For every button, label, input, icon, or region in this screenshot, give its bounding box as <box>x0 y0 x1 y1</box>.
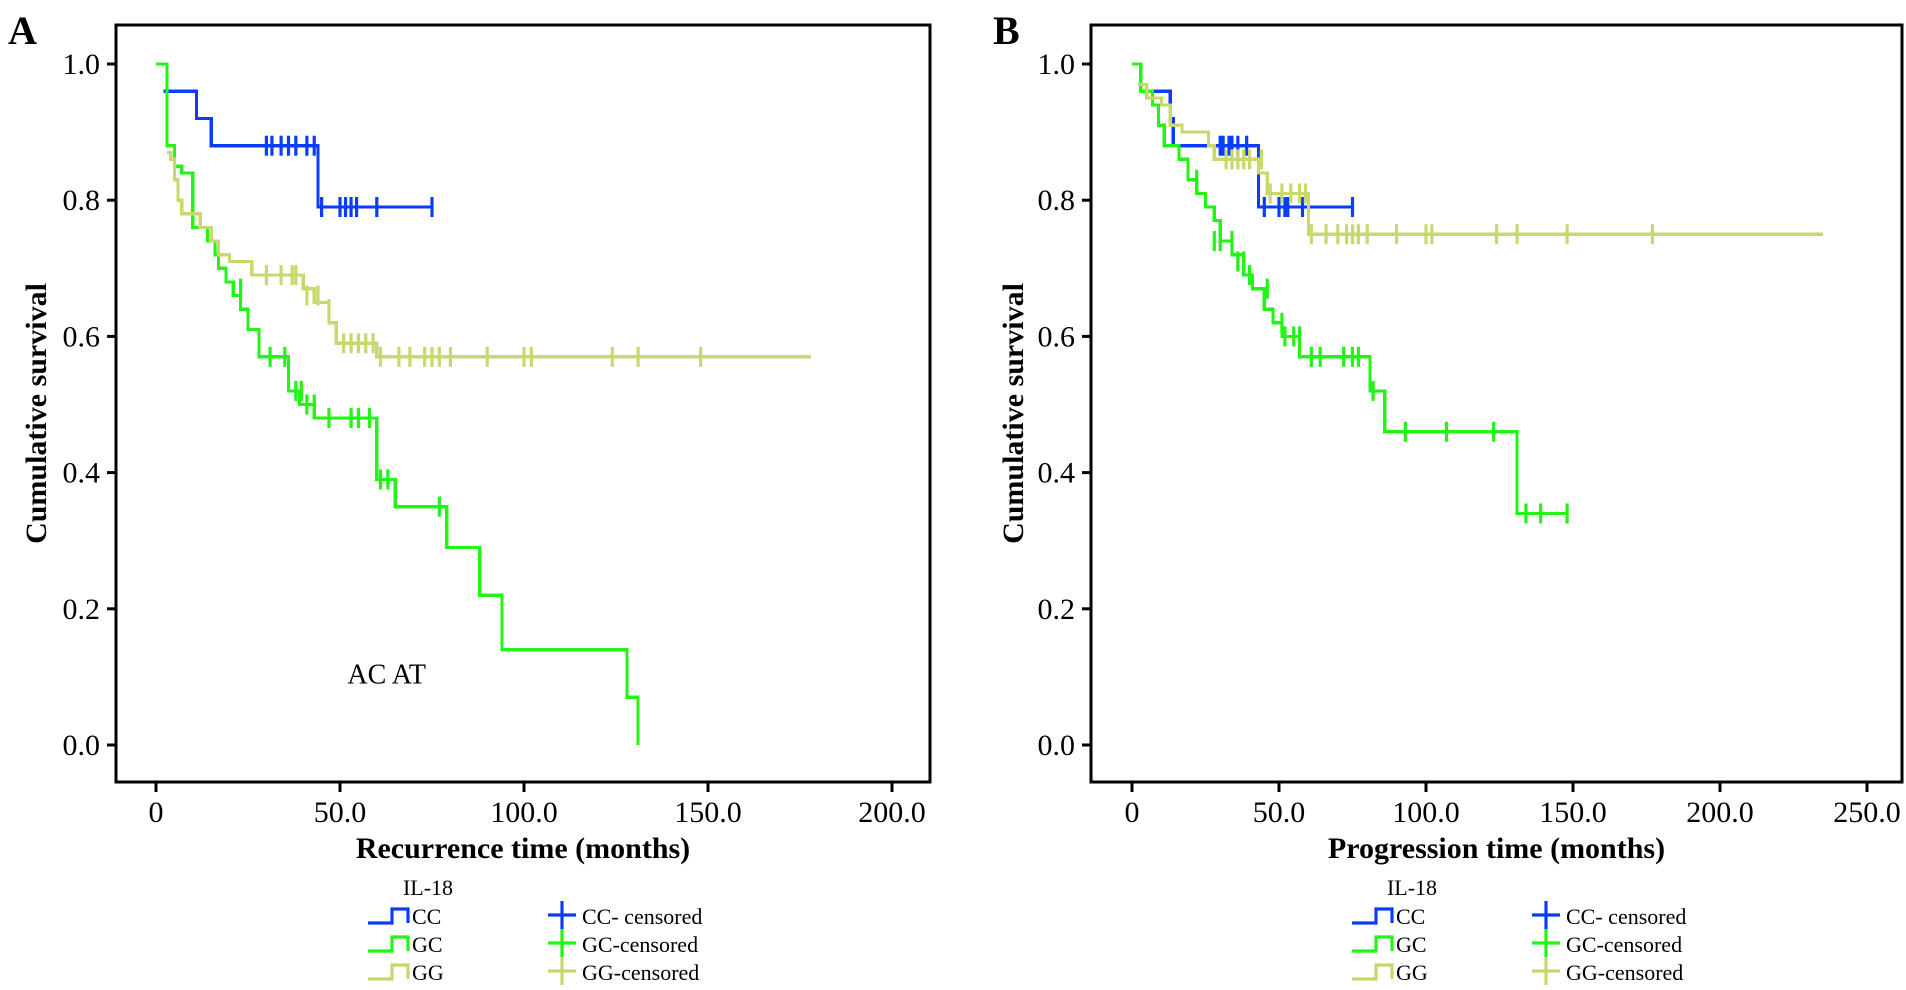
x-tick-label: 50.0 <box>1253 796 1306 829</box>
legend-entry: GC <box>412 932 443 957</box>
panel-b: B 0.0 0.2 0.4 0.6 0.8 1.0 0 50.0 100.0 150.0 200.0 2… <box>993 8 1904 985</box>
survival-curve-gg <box>1137 82 1823 236</box>
legend-entry: CC- censored <box>1566 904 1686 929</box>
legend-entry: GG <box>1396 960 1428 985</box>
legend-entry: CC- censored <box>582 904 702 929</box>
x-tick-label: 200.0 <box>858 796 926 829</box>
y-tick-label: 0.0 <box>1038 729 1076 762</box>
x-tick-label: 0 <box>149 796 164 829</box>
survival-curve-cc <box>163 89 432 209</box>
series-gg <box>167 150 812 367</box>
survival-curve-gg <box>167 150 812 359</box>
y-tick-label: 0.4 <box>63 457 101 490</box>
x-tick-label: 100.0 <box>1392 796 1460 829</box>
panel-a: A 0.0 0.2 0.4 0.6 0.8 1.0 0 50.0 100.0 150.0 200.0 R… <box>8 8 932 985</box>
legend-entry: GC-censored <box>1566 932 1682 957</box>
y-axis-title: Cumulative survival <box>997 283 1030 544</box>
legend-step-icon <box>368 963 410 981</box>
legend-entry: GG <box>412 960 444 985</box>
legend: IL-18 CC CC- censored GC GC-censored GG GG-cen… <box>368 875 702 985</box>
legend-step-icon <box>1352 907 1394 925</box>
legend: IL-18 CC CC- censored GC GC-censored GG GG-cen… <box>1352 875 1686 985</box>
series-gc <box>1132 62 1569 524</box>
legend-entry: GC-censored <box>582 932 698 957</box>
legend-entry: GC <box>1396 932 1427 957</box>
series-cc <box>1140 89 1355 218</box>
y-tick-label: 0.8 <box>1038 184 1076 217</box>
y-tick-label: 1.0 <box>63 48 101 81</box>
series-gc <box>156 62 640 745</box>
legend-step-icon <box>368 935 410 953</box>
series-cc <box>163 89 434 218</box>
legend-step-icon <box>368 907 410 925</box>
x-tick-label: 0 <box>1125 796 1140 829</box>
x-tick-label: 200.0 <box>1686 796 1754 829</box>
legend-entry: CC <box>1396 904 1425 929</box>
y-tick-label: 0.2 <box>1038 593 1076 626</box>
legend-step-icon <box>1352 935 1394 953</box>
series-gg <box>1137 82 1823 245</box>
y-tick-label: 0.6 <box>1038 320 1076 353</box>
y-tick-label: 0.2 <box>63 593 101 626</box>
legend-entry: GG-censored <box>582 960 699 985</box>
y-tick-label: 0.0 <box>63 729 101 762</box>
x-tick-label: 50.0 <box>314 796 367 829</box>
x-axis-title: Progression time (months) <box>1328 832 1665 865</box>
y-tick-label: 0.6 <box>63 320 101 353</box>
x-tick-label: 150.0 <box>1539 796 1607 829</box>
y-tick-label: 0.8 <box>63 184 101 217</box>
y-tick-label: 1.0 <box>1038 48 1076 81</box>
legend-step-icon <box>1352 963 1394 981</box>
x-tick-label: 250.0 <box>1833 796 1901 829</box>
panel-label: B <box>993 8 1020 53</box>
y-axis-title: Cumulative survival <box>20 283 53 544</box>
legend-entry: CC <box>412 904 441 929</box>
annotation-label: AC AT <box>347 660 426 691</box>
legend-title: IL-18 <box>1387 875 1437 900</box>
survival-curve-cc <box>1140 89 1353 209</box>
panel-label: A <box>8 8 37 53</box>
x-axis-title: Recurrence time (months) <box>356 832 690 865</box>
x-tick-label: 150.0 <box>674 796 742 829</box>
legend-title: IL-18 <box>403 875 453 900</box>
x-tick-label: 100.0 <box>490 796 558 829</box>
legend-entry: GG-censored <box>1566 960 1683 985</box>
survival-curve-gc <box>156 62 640 745</box>
plot-frame <box>114 23 932 784</box>
y-tick-label: 0.4 <box>1038 457 1076 490</box>
plot-frame <box>1089 23 1904 784</box>
